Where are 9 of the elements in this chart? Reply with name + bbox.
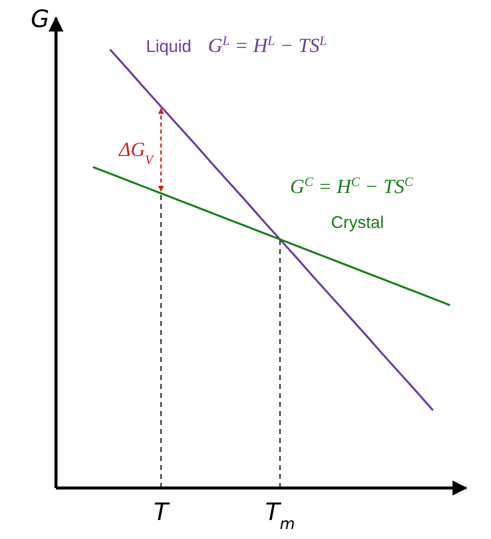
text: G (30, 5, 50, 33)
x-tick-label: T$_{m}$ (265, 498, 295, 533)
y-axis-title: G (208, 35, 223, 57)
series-label: Crystal (331, 213, 384, 232)
series-label: Liquid (146, 37, 192, 56)
annotation: ΔG$_{V}$ (118, 138, 156, 166)
text: $^{L}$ = H$^{L}$ − TS$^{L}$ (222, 32, 327, 57)
annotation: G$^{C}$ = H$^{C}$ − TS$^{C}$ (290, 174, 414, 198)
x-tick-label: T (154, 498, 171, 526)
